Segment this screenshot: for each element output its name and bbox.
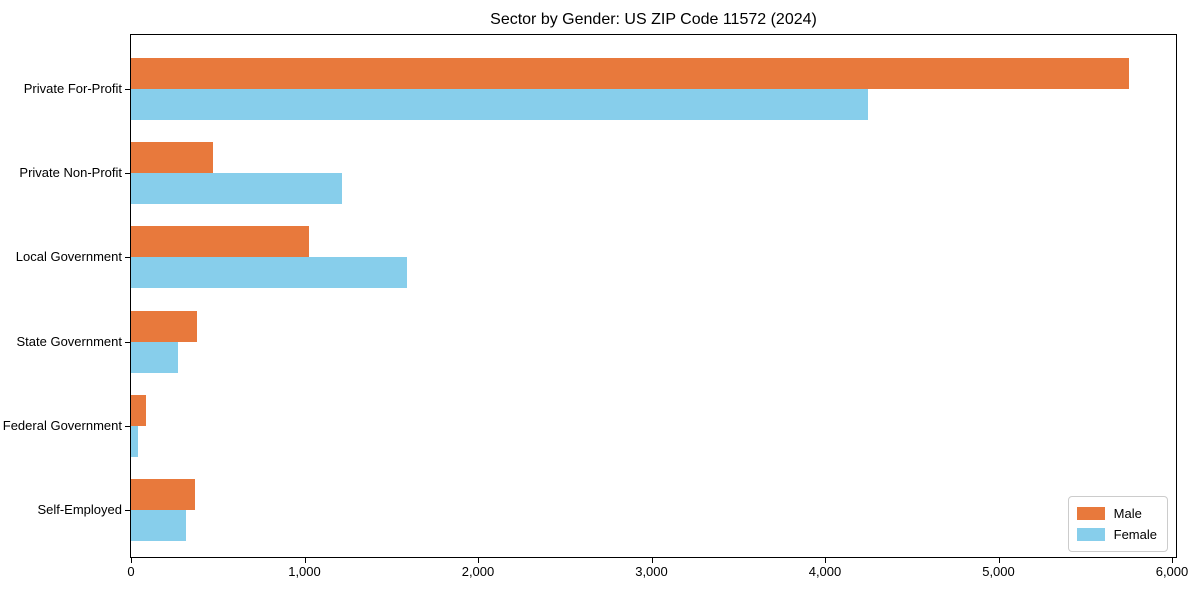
y-category-label: Private Non-Profit [19, 165, 122, 181]
x-tick-label: 6,000 [1155, 564, 1189, 579]
y-tick-mark [125, 173, 130, 175]
bar-male-4 [131, 394, 146, 426]
x-tick-mark [478, 558, 479, 563]
legend-label: Female [1113, 527, 1157, 542]
y-category-label: Private For-Profit [23, 81, 122, 96]
bar-male-2 [131, 226, 309, 258]
bar-female-1 [131, 173, 342, 205]
x-tick-mark [304, 558, 306, 563]
y-tick-mark [125, 89, 130, 90]
y-tick-mark [125, 510, 130, 511]
x-tick-label: 4,000 [808, 564, 842, 579]
bar-male-0 [131, 58, 1129, 89]
x-tick-mark [1172, 558, 1173, 563]
legend-swatch-female [1076, 528, 1105, 541]
x-tick-label: 5,000 [982, 564, 1015, 579]
y-category-label: Federal Government [2, 417, 122, 433]
x-tick-mark [651, 558, 653, 563]
y-category-label: Self-Employed [37, 502, 122, 517]
legend-swatch-male [1076, 507, 1105, 520]
bar-female-4 [131, 425, 138, 457]
legend: Male Female [1067, 496, 1168, 552]
chart-title: Sector by Gender: US ZIP Code 11572 (202… [490, 11, 817, 28]
y-category-label: State Government [16, 333, 123, 349]
x-tick-mark [998, 558, 1000, 563]
y-category-label: Local Government [15, 249, 122, 265]
bar-female-5 [131, 510, 186, 541]
x-tick-label: 2,000 [461, 564, 495, 579]
legend-entry-male: Male [1076, 503, 1157, 524]
bar-male-1 [131, 142, 214, 174]
x-tick-mark [825, 558, 826, 563]
x-tick-label: 0 [127, 564, 135, 579]
y-tick-mark [125, 257, 130, 259]
plot-area: Male Female [130, 34, 1177, 558]
x-tick-label: 1,000 [288, 564, 321, 579]
bar-female-2 [131, 257, 407, 289]
bar-female-0 [131, 89, 869, 120]
legend-entry-female: Female [1076, 524, 1157, 545]
legend-label: Male [1113, 506, 1142, 521]
bar-female-3 [131, 341, 178, 373]
x-tick-mark [131, 558, 132, 563]
x-tick-label: 3,000 [635, 564, 668, 579]
y-tick-mark [125, 341, 130, 343]
bar-male-3 [131, 310, 197, 342]
bar-male-5 [131, 479, 196, 510]
y-tick-mark [125, 425, 130, 427]
